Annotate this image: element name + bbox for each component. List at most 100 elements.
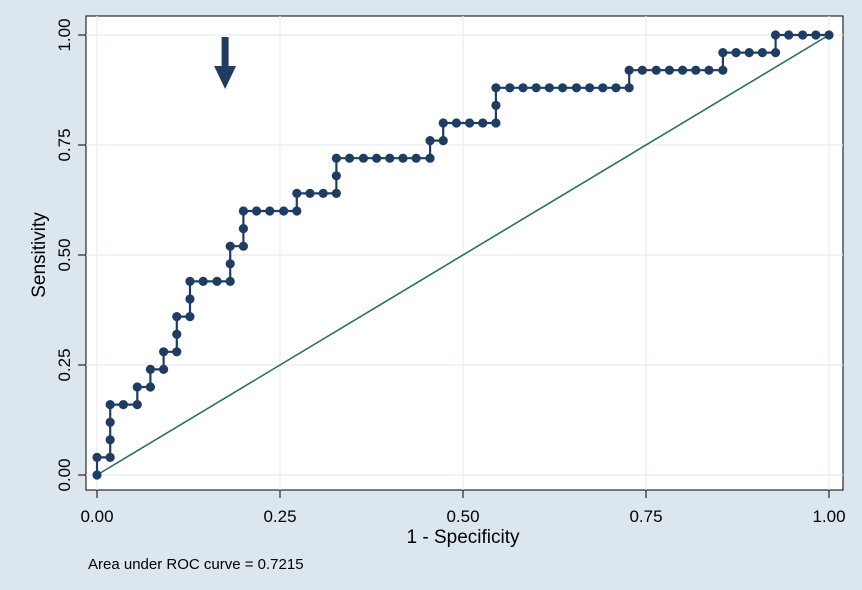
roc-point bbox=[265, 206, 275, 216]
y-tick-label: 0.25 bbox=[55, 348, 74, 381]
y-tick-label: 1.00 bbox=[55, 18, 74, 51]
roc-point bbox=[105, 400, 115, 410]
roc-point bbox=[331, 153, 341, 163]
roc-point bbox=[678, 65, 688, 75]
axes: 0.00 0.25 0.50 0.75 1.00 0.00 0.25 0.50 0.75 1.00 bbox=[55, 18, 846, 526]
roc-point bbox=[491, 83, 501, 93]
roc-point bbox=[637, 65, 647, 75]
roc-point bbox=[172, 329, 182, 339]
roc-point bbox=[811, 30, 821, 40]
roc-point bbox=[731, 48, 741, 58]
roc-point bbox=[704, 65, 714, 75]
roc-point bbox=[198, 276, 208, 286]
roc-point bbox=[531, 83, 541, 93]
roc-point bbox=[145, 382, 156, 392]
roc-curve bbox=[92, 30, 834, 480]
roc-point bbox=[172, 347, 182, 357]
x-tick-label: 0.75 bbox=[629, 507, 662, 526]
roc-point bbox=[784, 30, 794, 40]
roc-point bbox=[238, 224, 248, 234]
auc-annotation: Area under ROC curve = 0.7215 bbox=[88, 556, 304, 573]
roc-point bbox=[105, 435, 115, 445]
roc-point bbox=[292, 188, 302, 198]
roc-point bbox=[691, 65, 701, 75]
roc-point bbox=[464, 118, 475, 128]
roc-point bbox=[664, 65, 675, 75]
roc-point bbox=[718, 65, 728, 75]
roc-point bbox=[798, 30, 808, 40]
roc-point bbox=[118, 400, 128, 410]
roc-point bbox=[225, 241, 235, 251]
roc-point bbox=[358, 153, 369, 163]
roc-point bbox=[185, 312, 195, 322]
y-tick-label: 0.75 bbox=[55, 128, 74, 161]
reference-diagonal bbox=[96, 34, 830, 476]
roc-point bbox=[172, 312, 182, 322]
arrow-shaft bbox=[221, 37, 229, 71]
roc-point bbox=[425, 153, 435, 163]
x-tick-label: 0.00 bbox=[80, 507, 113, 526]
roc-point bbox=[145, 364, 156, 374]
roc-point bbox=[491, 118, 501, 128]
x-tick-label: 0.50 bbox=[446, 507, 479, 526]
arrow-head bbox=[214, 66, 237, 89]
roc-point bbox=[544, 83, 554, 93]
roc-point bbox=[238, 241, 248, 251]
roc-point bbox=[251, 206, 262, 216]
roc-point bbox=[159, 347, 169, 357]
roc-point bbox=[105, 417, 115, 427]
roc-point bbox=[770, 48, 781, 58]
roc-point bbox=[238, 206, 248, 216]
roc-point bbox=[505, 83, 515, 93]
roc-point bbox=[279, 206, 289, 216]
roc-point bbox=[212, 276, 222, 286]
roc-point bbox=[624, 83, 634, 93]
roc-point bbox=[92, 470, 102, 480]
roc-point bbox=[744, 48, 754, 58]
roc-point bbox=[132, 400, 142, 410]
reference-line bbox=[96, 34, 830, 476]
y-tick-label: 0.50 bbox=[55, 238, 74, 271]
roc-point bbox=[105, 452, 115, 462]
roc-point bbox=[398, 153, 408, 163]
roc-point bbox=[824, 30, 834, 40]
roc-point bbox=[225, 276, 235, 286]
y-tick-label: 0.00 bbox=[55, 458, 74, 491]
roc-point bbox=[225, 259, 235, 269]
x-tick-label: 1.00 bbox=[812, 507, 845, 526]
y-axis-label: Sensitivity bbox=[29, 212, 50, 298]
arrow-marker bbox=[214, 37, 237, 89]
roc-point bbox=[411, 153, 421, 163]
roc-point bbox=[757, 48, 767, 58]
roc-point bbox=[598, 83, 608, 93]
roc-point bbox=[425, 136, 435, 146]
roc-point bbox=[92, 452, 102, 462]
roc-point bbox=[159, 364, 169, 374]
roc-point bbox=[518, 83, 528, 93]
roc-point bbox=[385, 153, 395, 163]
roc-point bbox=[331, 171, 341, 181]
roc-point bbox=[611, 83, 621, 93]
roc-point bbox=[557, 83, 568, 93]
roc-point bbox=[438, 118, 448, 128]
roc-point bbox=[451, 118, 462, 128]
x-axis-label: 1 - Specificity bbox=[407, 527, 520, 548]
roc-point bbox=[624, 65, 634, 75]
roc-point bbox=[491, 100, 501, 110]
roc-point bbox=[344, 153, 355, 163]
roc-point bbox=[331, 188, 341, 198]
roc-point bbox=[438, 136, 448, 146]
roc-point bbox=[185, 294, 195, 304]
plot-area bbox=[85, 15, 844, 491]
roc-point bbox=[185, 276, 195, 286]
roc-point bbox=[372, 153, 382, 163]
x-tick-label: 0.25 bbox=[263, 507, 296, 526]
roc-point bbox=[571, 83, 582, 93]
roc-point bbox=[318, 188, 328, 198]
roc-point bbox=[770, 30, 781, 40]
roc-point bbox=[292, 206, 302, 216]
roc-point bbox=[478, 118, 488, 128]
roc-point bbox=[718, 48, 728, 58]
roc-point bbox=[585, 83, 595, 93]
